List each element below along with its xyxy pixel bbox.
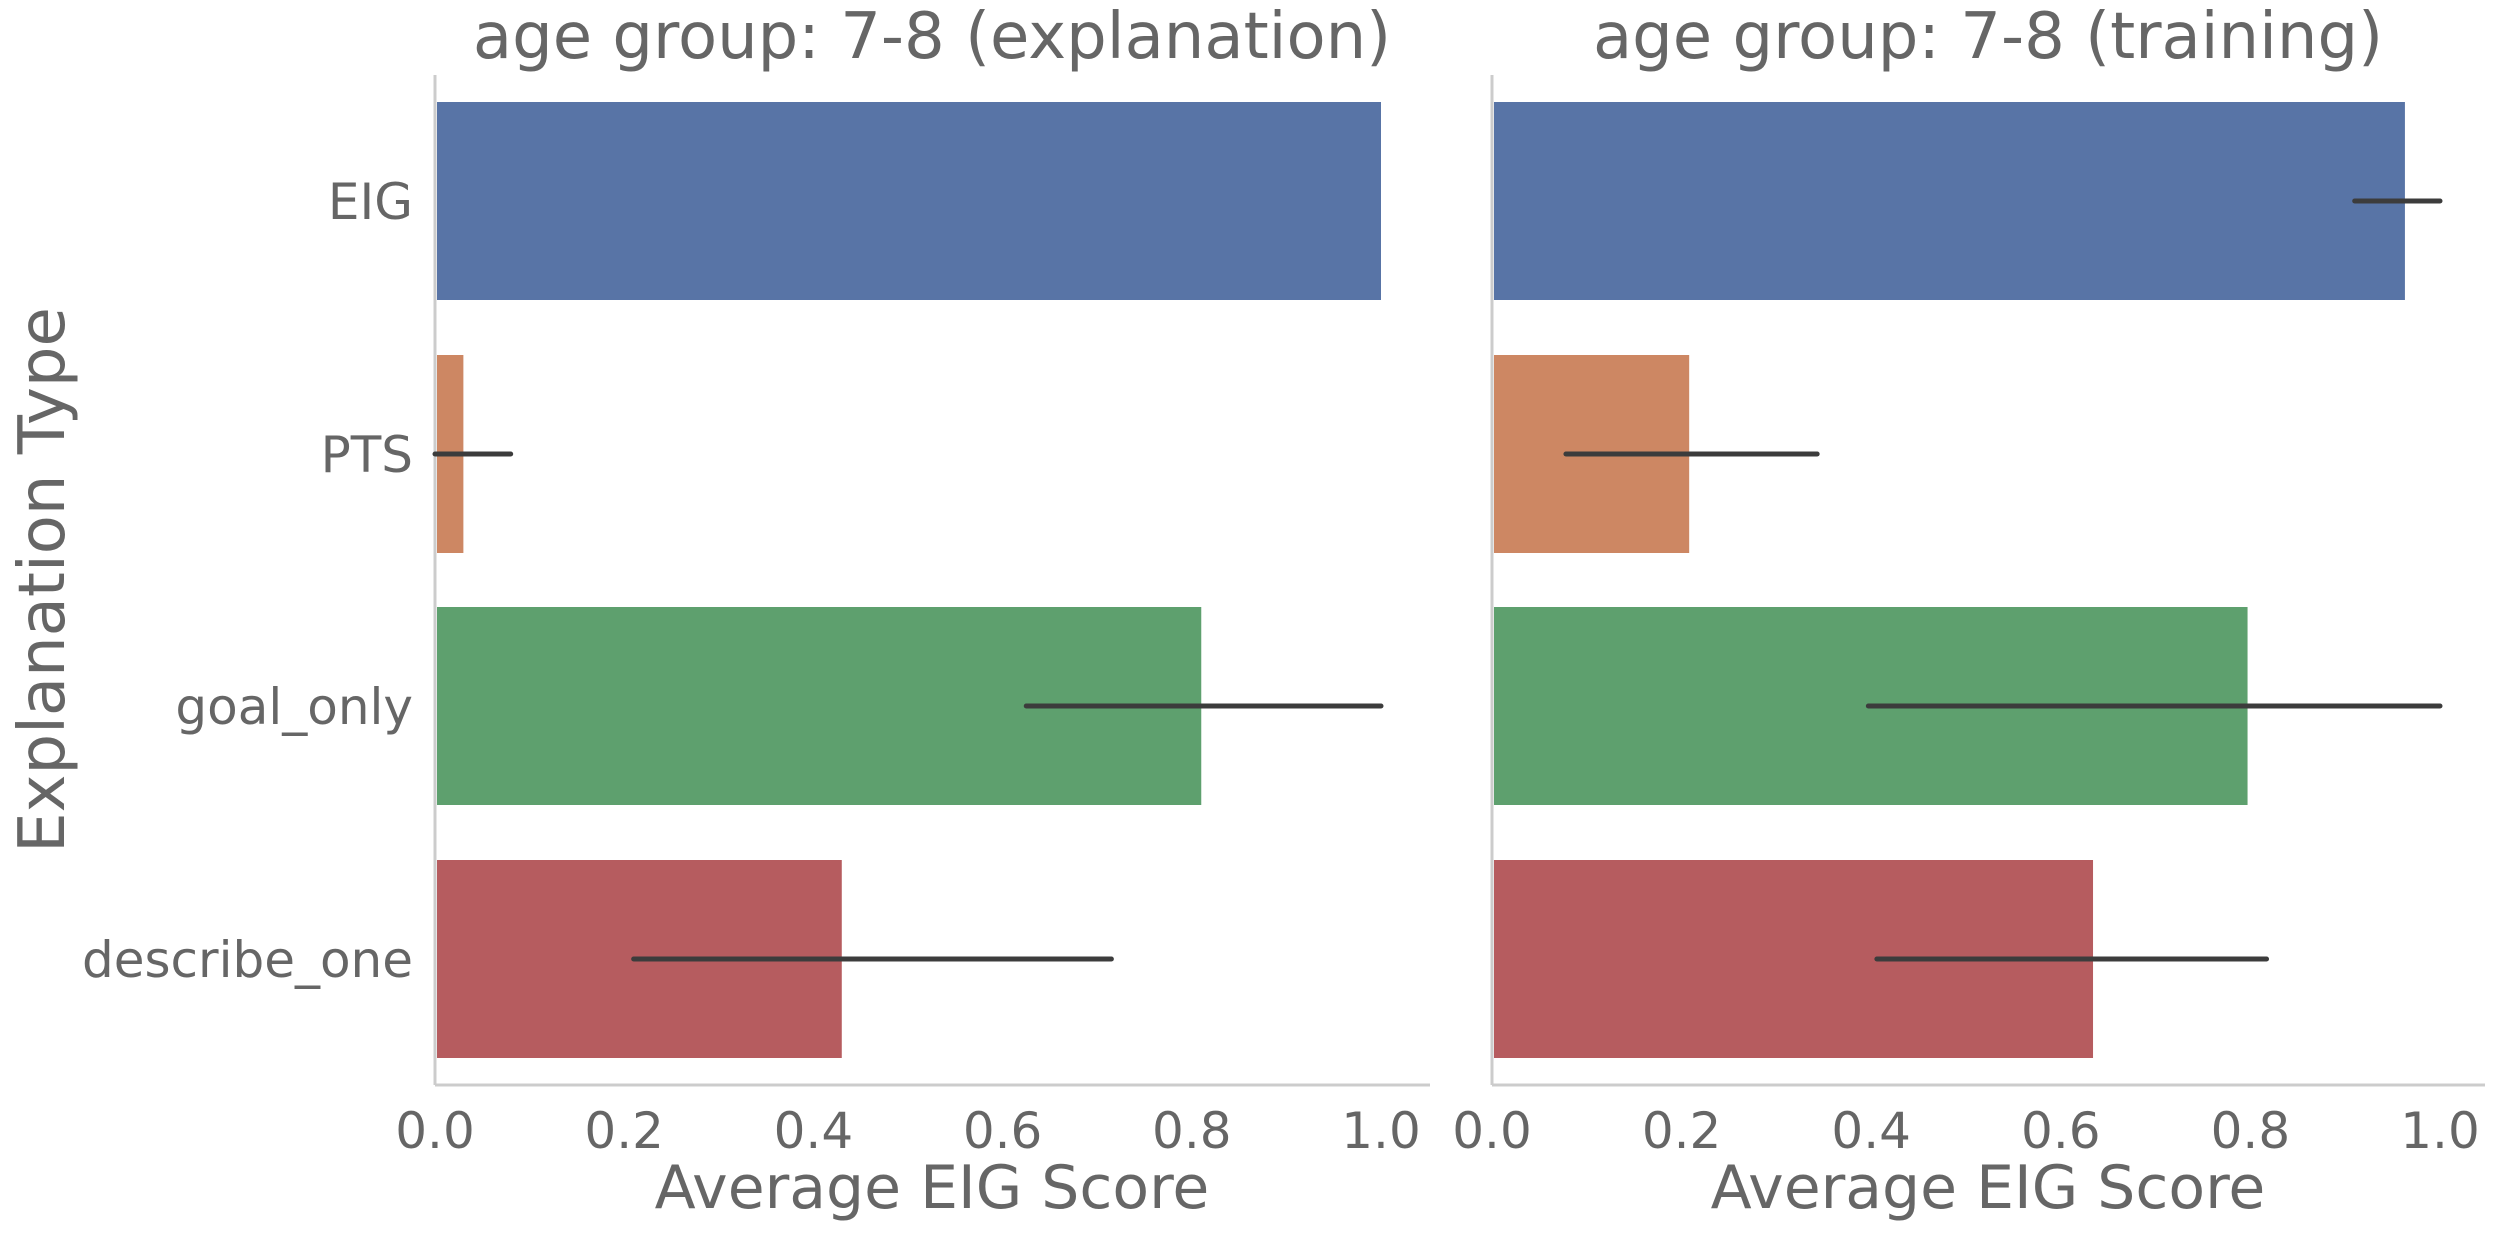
x-tick-label: 0.6 xyxy=(2021,1102,2101,1160)
x-tick-label: 0.4 xyxy=(774,1102,854,1160)
bar-EIG xyxy=(1494,102,2405,300)
x-tick-label: 0.8 xyxy=(2211,1102,2291,1160)
x-axis-label: Average EIG Score xyxy=(655,1153,1210,1223)
x-tick-label: 0.2 xyxy=(584,1102,664,1160)
x-tick-label: 0.2 xyxy=(1642,1102,1722,1160)
bar-EIG xyxy=(437,102,1381,300)
x-tick-label: 0.6 xyxy=(963,1102,1043,1160)
x-tick-label: 0.0 xyxy=(395,1102,475,1160)
x-ticks-group: 0.0 0.2 0.4 0.6 0.8 1.0 xyxy=(395,1102,1421,1160)
bars-group xyxy=(437,102,1381,1058)
x-tick-label: 0.0 xyxy=(1452,1102,1532,1160)
x-tick-label: 0.4 xyxy=(1831,1102,1911,1160)
panel-explanation: age group: 7-8 (explanation) 0.0 0.2 0.4 0.… xyxy=(395,0,1430,1223)
y-tick-label: goal_only xyxy=(175,678,413,736)
error-bars-group xyxy=(432,451,1384,962)
y-tick-label: PTS xyxy=(321,426,413,484)
panel-title: age group: 7-8 (training) xyxy=(1593,0,2383,74)
x-ticks-group: 0.0 0.2 0.4 0.6 0.8 1.0 xyxy=(1452,1102,2480,1160)
y-tick-labels: EIG PTS goal_only describe_one xyxy=(82,173,413,989)
x-tick-label: 1.0 xyxy=(2400,1102,2480,1160)
y-axis-label: Explanation Type xyxy=(6,307,80,853)
y-tick-label: describe_one xyxy=(82,931,413,989)
x-axis-label: Average EIG Score xyxy=(1711,1153,2266,1223)
x-tick-label: 0.8 xyxy=(1152,1102,1232,1160)
x-tick-label: 1.0 xyxy=(1341,1102,1421,1160)
bars-group xyxy=(1494,102,2405,1058)
y-tick-label: EIG xyxy=(328,173,413,231)
panel-title: age group: 7-8 (explanation) xyxy=(473,0,1391,74)
error-bars-group xyxy=(1563,198,2443,962)
panel-training: age group: 7-8 (training) 0.0 0.2 0.4 0.6 0.… xyxy=(1452,0,2485,1223)
